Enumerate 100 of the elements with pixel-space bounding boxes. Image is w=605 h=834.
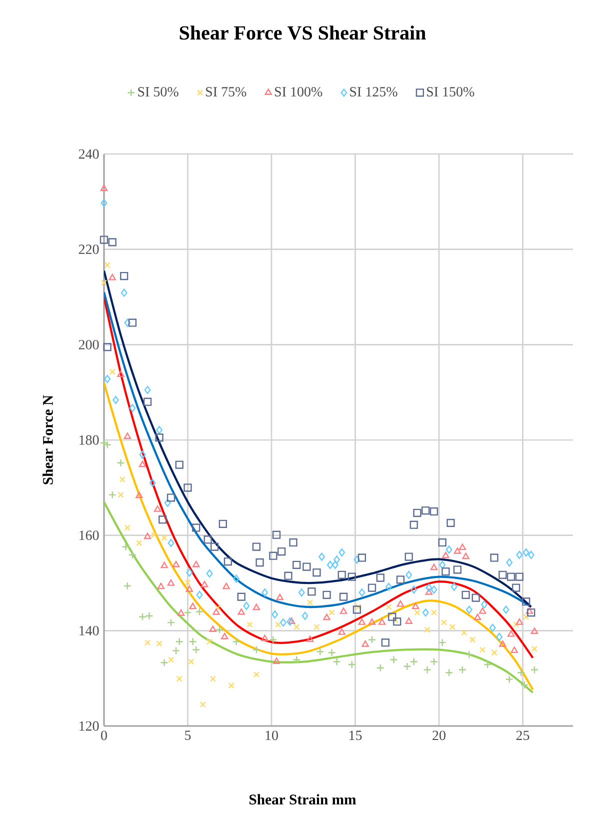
point — [491, 650, 498, 656]
point — [108, 490, 116, 499]
point — [423, 666, 432, 674]
point — [506, 572, 516, 581]
point — [472, 594, 480, 602]
point — [323, 614, 330, 620]
point — [168, 538, 174, 548]
point — [156, 640, 162, 647]
point — [526, 608, 534, 614]
point — [424, 626, 430, 633]
point — [120, 288, 128, 297]
point — [166, 618, 176, 627]
point — [160, 562, 168, 568]
point — [439, 560, 446, 569]
point — [446, 518, 455, 527]
x-tick-label: 0 — [101, 730, 107, 740]
point — [306, 599, 314, 606]
point — [184, 608, 192, 617]
point — [100, 280, 108, 286]
point — [426, 584, 432, 592]
x-tick-label: 20 — [432, 730, 446, 740]
point — [124, 432, 132, 439]
point — [220, 632, 228, 640]
point — [465, 650, 474, 659]
point — [292, 560, 301, 569]
y-tick-label: 140 — [80, 626, 99, 636]
point — [368, 618, 376, 625]
point — [517, 668, 526, 677]
point — [166, 494, 176, 502]
point — [192, 524, 200, 532]
point — [516, 550, 523, 559]
point — [175, 638, 184, 646]
point — [318, 552, 325, 561]
point — [112, 396, 119, 404]
point — [393, 618, 402, 626]
point — [338, 570, 346, 579]
point — [262, 588, 268, 597]
point — [466, 606, 472, 614]
point — [404, 552, 413, 561]
point — [184, 579, 191, 586]
point — [348, 572, 356, 581]
point — [396, 600, 404, 607]
point — [175, 460, 184, 469]
point — [499, 640, 506, 647]
point — [100, 184, 108, 192]
point — [396, 576, 405, 584]
point — [200, 580, 208, 588]
point — [328, 609, 335, 616]
point — [188, 638, 197, 646]
point — [502, 606, 510, 614]
point — [124, 524, 130, 531]
point — [189, 602, 196, 610]
point — [206, 569, 213, 578]
point — [272, 530, 281, 539]
x-tick-label: 5 — [185, 730, 191, 740]
point — [192, 560, 200, 568]
point — [275, 621, 282, 628]
point — [438, 638, 446, 647]
point — [128, 550, 137, 559]
point — [474, 614, 482, 620]
point — [403, 662, 412, 670]
point — [332, 560, 338, 569]
point — [328, 648, 336, 657]
point — [376, 574, 384, 582]
point — [136, 492, 143, 498]
point — [450, 582, 458, 591]
point — [489, 624, 496, 632]
point — [520, 680, 528, 690]
point — [209, 626, 216, 632]
point — [252, 646, 260, 654]
point — [481, 600, 488, 609]
point — [116, 458, 125, 467]
point — [108, 274, 116, 280]
point — [462, 590, 470, 599]
point — [210, 542, 219, 551]
point — [522, 548, 530, 557]
line-series — [104, 500, 534, 694]
point — [352, 606, 361, 614]
point — [252, 542, 260, 551]
point — [410, 658, 418, 666]
point — [151, 532, 158, 538]
point — [442, 567, 450, 576]
point — [446, 546, 452, 554]
point — [390, 656, 398, 664]
point — [422, 608, 429, 617]
point — [269, 636, 278, 644]
point — [469, 636, 476, 643]
point — [119, 476, 126, 483]
point — [386, 582, 392, 591]
point — [120, 272, 128, 280]
point — [172, 646, 180, 655]
point — [308, 588, 316, 596]
legend-label: SI 100% — [274, 87, 322, 97]
point — [195, 608, 204, 616]
x-tick-label: 15 — [349, 730, 362, 740]
point — [144, 386, 151, 394]
point — [129, 404, 136, 412]
point — [461, 630, 468, 636]
point — [368, 636, 376, 644]
point — [358, 588, 366, 597]
